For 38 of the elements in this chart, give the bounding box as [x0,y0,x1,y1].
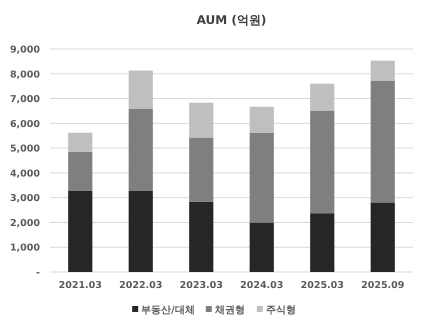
bar [370,60,395,81]
y-tick-label: 7,000 [10,94,40,106]
bar [189,138,214,202]
legend-label: 주식형 [266,305,296,316]
y-tick-label: 3,000 [10,193,40,204]
y-tick-label: 6,000 [10,118,40,130]
y-tick-label: 1,000 [10,242,40,254]
bar [128,190,153,272]
bar [189,202,214,272]
bar [310,84,334,111]
x-tick-label: 2022.03 [119,280,162,291]
bar [370,202,395,272]
bar [310,110,334,214]
y-tick-label: 2,000 [10,218,40,229]
bar [68,190,92,272]
bar [68,152,92,191]
x-tick-label: 2024.03 [240,280,284,291]
bar [250,132,274,223]
y-tick-label: 5,000 [10,144,40,155]
x-tick-label: 2021.03 [58,280,102,291]
bar [250,222,274,272]
bar [189,102,214,138]
x-tick-label: 2025.09 [361,280,404,291]
legend-label: 채권형 [214,305,245,316]
bar [370,80,395,203]
chart-title: AUM (억원) [196,13,266,27]
y-tick-label: 4,000 [10,168,40,180]
bar [250,106,274,133]
bar [310,214,334,272]
bar [68,132,92,152]
legend-label: 부동산/대체 [141,305,195,316]
x-tick-label: 2023.03 [180,280,223,291]
x-tick-label: 2025.03 [300,280,344,291]
bar [128,108,153,191]
y-tick-label: 8,000 [10,69,40,80]
bar [128,70,153,109]
y-tick-label: - [36,268,40,278]
y-tick-label: 9,000 [10,44,40,56]
